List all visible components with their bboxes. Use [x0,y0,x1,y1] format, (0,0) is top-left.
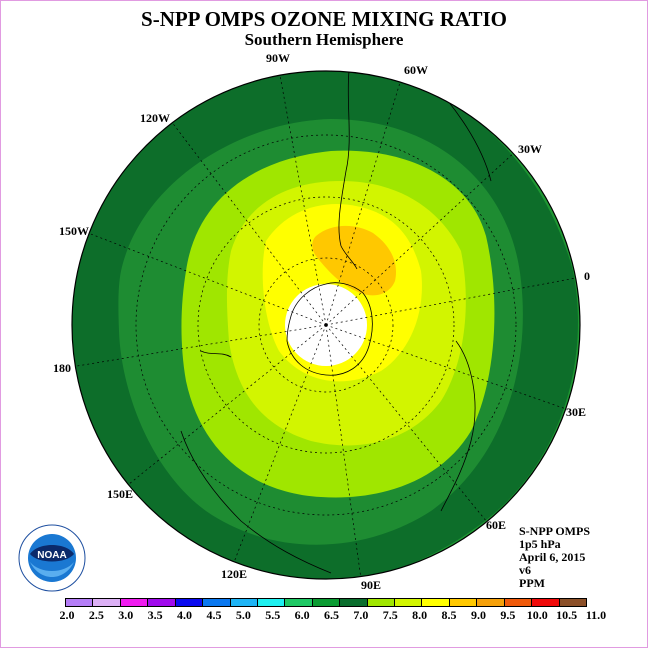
colorbar-segment [230,599,258,606]
colorbar-segment [312,599,341,606]
lon-label-90e: 90E [361,578,382,592]
colorbar-tick-label: 4.5 [206,608,222,622]
colorbar-segment [340,599,368,606]
lon-label-60e: 60E [486,518,507,532]
info-instrument: S-NPP OMPS [519,524,590,538]
noaa-logo: NOAA [18,524,86,592]
colorbar-tick-label: 8.0 [412,608,428,622]
chart-title: S-NPP OMPS OZONE MIXING RATIO [141,7,507,31]
colorbar-segment [148,599,176,606]
chart-subtitle: Southern Hemisphere [244,30,404,49]
colorbar-tick-label: 8.5 [441,608,457,622]
noaa-logo-text: NOAA [37,550,66,561]
colorbar-segment [422,599,450,606]
colorbar-tick-label: 11.0 [585,608,607,622]
colorbar-tick-label: 2.5 [88,608,104,622]
colorbar-segment [257,599,286,606]
colorbar-tick-label: 6.0 [294,608,310,622]
lon-label-150w: 150W [59,224,89,238]
info-units: PPM [519,576,545,590]
colorbar-tick-label: 2.0 [59,608,75,622]
graticule [72,71,580,579]
info-block: S-NPP OMPS 1p5 hPa April 6, 2015 v6 PPM [519,525,590,590]
lon-label-30w: 30W [518,142,542,156]
colorbar-segment [175,599,204,606]
colorbar-segment [66,599,94,606]
colorbar-tick-label: 5.5 [265,608,281,622]
map-border [71,70,581,580]
lon-label-0: 0 [584,269,590,283]
colorbar-tick-label: 10.5 [556,608,578,622]
info-version: v6 [519,563,531,577]
lon-label-60w: 60W [404,63,428,77]
colorbar-ticks: 2.0 2.5 3.0 3.5 4.0 4.5 5.0 5.5 6.0 6.5 7.0 7.5 8.0 8… [1,608,647,624]
lon-label-120e: 120E [221,567,248,581]
colorbar-tick-label: 9.5 [500,608,516,622]
colorbar-tick-label: 3.0 [118,608,134,622]
colorbar-tick-label: 3.5 [147,608,163,622]
colorbar-segment [285,599,313,606]
colorbar-tick-label: 5.0 [235,608,251,622]
info-date: April 6, 2015 [519,550,586,564]
lon-label-150e: 150E [107,487,134,501]
colorbar-tick-label: 10.0 [526,608,548,622]
colorbar-tick-label: 7.0 [353,608,369,622]
colorbar-tick-label: 4.0 [177,608,193,622]
lon-label-90w: 90W [266,51,290,65]
colorbar-segment [120,599,149,606]
colorbar-segment [367,599,396,606]
colorbar-segment [477,599,505,606]
colorbar-segment [203,599,231,606]
lon-label-120w: 120W [140,111,170,125]
colorbar-tick-label: 7.5 [382,608,398,622]
colorbar-segment [449,599,478,606]
colorbar-segment [532,599,560,606]
info-level: 1p5 hPa [519,537,561,551]
ozone-zone-maximum [312,225,397,296]
lon-label-180: 180 [53,361,71,375]
colorbar-segment [504,599,533,606]
lon-label-30e: 30E [566,405,587,419]
colorbar-segment [559,599,587,606]
colorbar-tick-label: 6.5 [324,608,339,622]
colorbar-tick-label: 9.0 [470,608,486,622]
colorbar-segment [93,599,121,606]
colorbar-segment [395,599,423,606]
colorbar [65,598,587,607]
